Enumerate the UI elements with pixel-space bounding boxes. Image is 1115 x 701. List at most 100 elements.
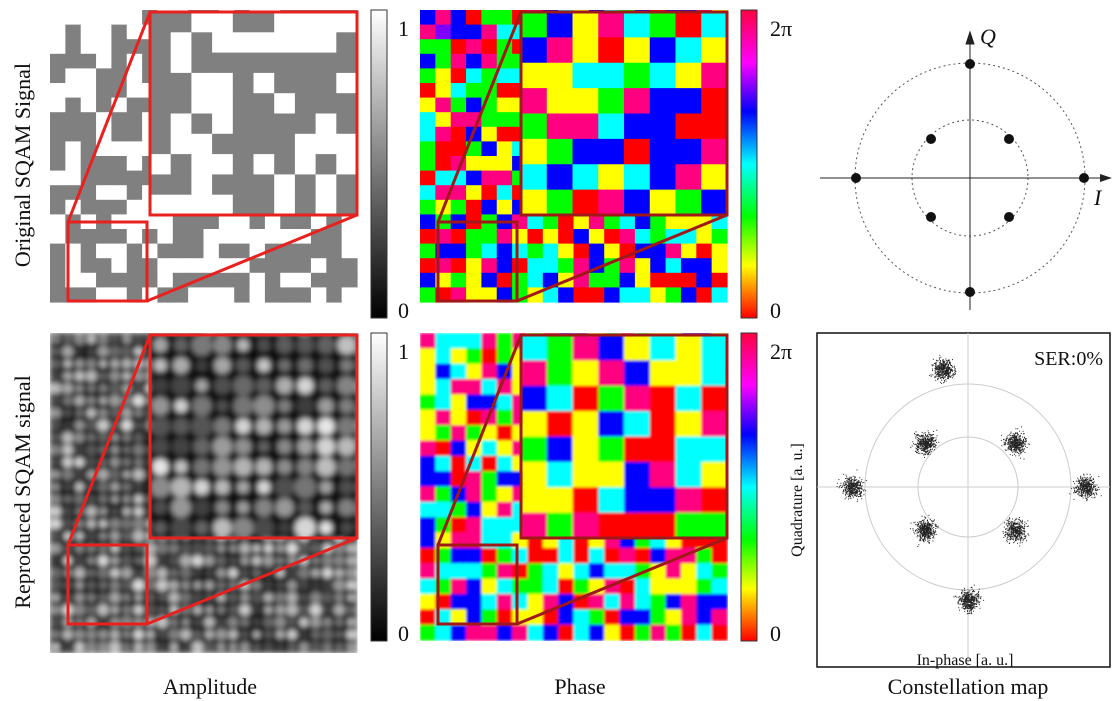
pixel <box>274 73 295 94</box>
pixel <box>435 68 451 83</box>
pixel <box>527 548 543 564</box>
blob <box>228 617 239 628</box>
blob <box>97 419 109 431</box>
pixel <box>481 112 497 127</box>
blob <box>228 630 237 639</box>
pixel <box>604 287 620 302</box>
pixel <box>188 244 204 259</box>
blob <box>135 421 143 429</box>
pixel <box>212 12 233 33</box>
pixel <box>254 134 275 155</box>
blob <box>110 457 120 467</box>
pixel <box>435 127 451 142</box>
pixel <box>497 471 513 487</box>
pixel <box>451 333 467 349</box>
pixel <box>420 456 436 472</box>
pixel <box>497 625 513 641</box>
blob <box>157 568 167 578</box>
blob <box>193 569 201 577</box>
pixel <box>265 214 281 229</box>
blob <box>153 338 167 352</box>
pixel <box>604 273 620 288</box>
pixel <box>574 287 590 302</box>
pixel <box>620 548 636 564</box>
blob <box>99 409 108 418</box>
pixel <box>250 214 266 229</box>
pixel <box>497 10 513 25</box>
pixel <box>188 229 204 244</box>
blob <box>173 357 189 373</box>
blob <box>276 630 284 638</box>
blob <box>195 521 209 535</box>
pixel <box>521 386 547 412</box>
blob <box>123 631 130 638</box>
pixel <box>81 258 97 273</box>
pixel <box>466 517 482 533</box>
blob <box>171 477 191 497</box>
pixel <box>111 112 127 127</box>
pixel <box>191 114 212 135</box>
blob <box>151 397 169 415</box>
blob <box>51 408 62 419</box>
pixel <box>96 200 112 215</box>
pixel <box>681 594 697 610</box>
pixel <box>420 394 436 410</box>
blob <box>288 643 296 651</box>
blob <box>241 569 249 577</box>
pixel <box>466 54 482 69</box>
pixel <box>466 471 482 487</box>
blob <box>228 605 238 615</box>
blob <box>228 593 238 603</box>
pixel <box>127 83 143 98</box>
pixel <box>81 244 97 259</box>
blob <box>88 557 95 564</box>
pixel <box>547 37 573 63</box>
blob <box>239 543 250 554</box>
pixel <box>111 244 127 259</box>
colorbar-label: 2π <box>770 16 792 41</box>
pixel <box>111 273 127 288</box>
pixel <box>81 10 97 25</box>
blob <box>196 359 208 371</box>
pixel <box>624 386 650 412</box>
blob <box>50 567 61 578</box>
blob <box>298 567 310 579</box>
blob <box>52 348 60 356</box>
pixel <box>171 73 192 94</box>
pixel <box>712 625 728 641</box>
blob <box>258 441 270 453</box>
pixel <box>497 98 513 113</box>
blob <box>112 508 119 515</box>
blob <box>87 581 96 590</box>
blob <box>133 629 143 639</box>
blob <box>298 543 309 554</box>
pixel <box>696 258 712 273</box>
pixel <box>96 171 112 186</box>
pixel <box>481 156 497 171</box>
pixel <box>497 333 513 349</box>
blob <box>263 617 274 628</box>
colorbar-label: 1 <box>398 339 409 364</box>
blob <box>334 555 344 565</box>
pixel <box>497 425 513 441</box>
pixel <box>558 625 574 641</box>
pixel <box>666 244 682 259</box>
blob <box>86 605 96 615</box>
blob <box>233 396 253 416</box>
pixel <box>547 12 573 38</box>
blob <box>339 480 354 495</box>
pixel <box>451 348 467 364</box>
blob <box>121 346 133 358</box>
pixel <box>171 32 192 53</box>
pixel <box>219 287 235 302</box>
pixel <box>589 594 605 610</box>
image-tile <box>521 335 728 539</box>
pixel <box>265 273 281 288</box>
blob <box>50 617 61 628</box>
pixel <box>326 244 342 259</box>
blob <box>168 555 179 566</box>
pixel <box>558 579 574 595</box>
pixel <box>701 411 727 437</box>
pixel <box>311 273 327 288</box>
pixel <box>336 134 357 155</box>
